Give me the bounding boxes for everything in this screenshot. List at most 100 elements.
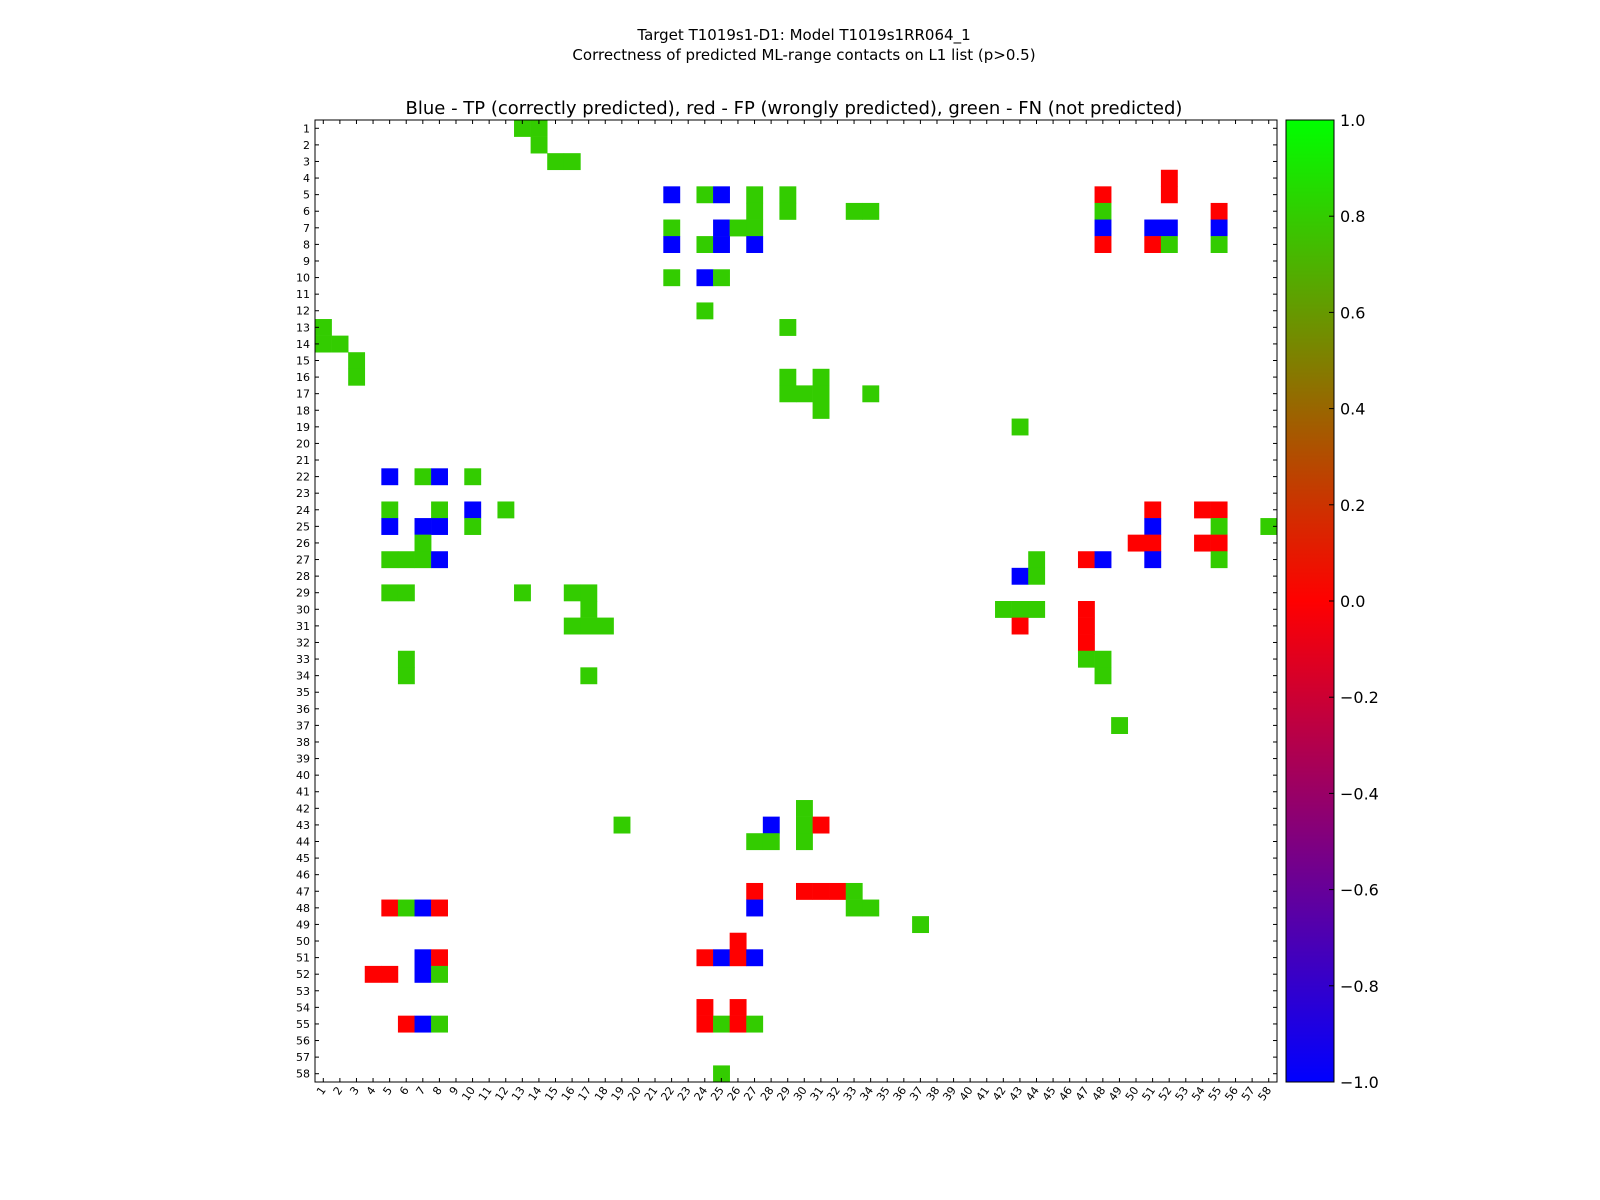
contact-cell-22-8	[663, 236, 681, 253]
chart-title: Blue - TP (correctly predicted), red - F…	[406, 98, 1183, 119]
y-tick-label-31: 31	[296, 620, 310, 633]
contact-cell-31-16	[812, 368, 830, 386]
y-tick-label-16: 16	[296, 371, 310, 384]
y-tick-label-51: 51	[296, 952, 310, 965]
x-tick-label-57: 57	[1239, 1084, 1258, 1103]
y-tick-label-34: 34	[296, 670, 310, 683]
x-tick-label-28: 28	[758, 1084, 777, 1103]
figure-suptitle-line2: Correctness of predicted ML-range contac…	[572, 46, 1035, 64]
contact-cell-51-27	[1144, 551, 1162, 569]
y-tick-label-15: 15	[296, 355, 310, 368]
contact-cell-25-51	[713, 949, 730, 967]
x-tick-label-34: 34	[857, 1084, 876, 1103]
contact-cell-55-7	[1210, 219, 1228, 237]
x-tick-label-33: 33	[841, 1084, 860, 1103]
contact-cell-47-31	[1077, 617, 1095, 635]
contact-cell-29-5	[779, 186, 797, 204]
x-tick-label-5: 5	[380, 1084, 395, 1097]
contact-cell-27-5	[746, 186, 764, 204]
contact-cell-13-29	[514, 584, 531, 602]
y-tick-label-41: 41	[296, 786, 310, 799]
contact-cell-30-47	[796, 882, 813, 900]
contact-cell-29-17	[779, 385, 797, 403]
contact-cell-25-55	[713, 1015, 730, 1033]
contact-cell-22-10	[663, 269, 681, 287]
contact-cell-43-28	[1011, 567, 1029, 585]
contact-cell-5-25	[381, 518, 399, 535]
y-tick-label-52: 52	[296, 968, 310, 981]
contact-cell-17-34	[580, 667, 598, 685]
contact-cell-51-8	[1144, 236, 1162, 253]
y-tick-label-53: 53	[296, 985, 310, 998]
contact-cell-8-51	[431, 949, 448, 967]
contact-cell-52-5	[1160, 186, 1178, 204]
contact-cell-3-16	[348, 368, 366, 386]
contact-cell-24-55	[696, 1015, 714, 1033]
contact-cell-33-48	[845, 899, 863, 917]
plot-frame	[314, 119, 1278, 1083]
contact-cell-7-27	[414, 551, 432, 569]
x-tick-label-26: 26	[725, 1084, 744, 1103]
y-tick-label-48: 48	[296, 902, 310, 915]
contact-cell-30-42	[796, 800, 813, 817]
contact-cell-10-25	[464, 518, 482, 535]
colorbar-ticks: 1.0 0.8 0.6 0.4 0.2 0.0 −0.2 −0.4 −0.6 −0.8 −1.0	[1329, 111, 1379, 1092]
contact-cell-51-24	[1144, 501, 1162, 519]
contact-cell-48-8	[1094, 236, 1112, 253]
y-tick-label-47: 47	[296, 885, 310, 898]
y-tick-label-2: 2	[303, 139, 310, 152]
x-tick-label-39: 39	[940, 1084, 959, 1103]
contact-cell-30-44	[796, 833, 813, 851]
y-tick-label-20: 20	[296, 437, 310, 450]
y-tick-label-42: 42	[296, 802, 310, 815]
y-tick-label-3: 3	[303, 155, 310, 168]
contact-cell-29-13	[779, 319, 797, 336]
y-tick-label-1: 1	[303, 122, 310, 135]
y-tick-label-44: 44	[296, 836, 310, 849]
contact-cell-10-22	[464, 468, 482, 486]
y-tick-label-18: 18	[296, 404, 310, 417]
y-tick-label-5: 5	[303, 189, 310, 202]
contact-cell-55-27	[1210, 551, 1228, 569]
x-tick-label-53: 53	[1173, 1084, 1192, 1103]
contact-cell-43-31	[1011, 617, 1029, 635]
contact-cell-25-7	[713, 219, 730, 237]
contact-cell-31-47	[812, 882, 830, 900]
contact-cell-44-30	[1028, 601, 1046, 618]
cbar-tick-label-3: 0.4	[1340, 400, 1365, 419]
contact-cell-18-31	[596, 617, 614, 635]
contact-cell-26-55	[729, 1015, 747, 1033]
contact-cell-26-51	[729, 949, 747, 967]
x-tick-label-14: 14	[526, 1084, 545, 1103]
x-tick-label-46: 46	[1056, 1084, 1075, 1103]
x-tick-label-16: 16	[559, 1084, 578, 1103]
y-tick-label-37: 37	[296, 719, 310, 732]
y-tick-label-25: 25	[296, 520, 310, 533]
x-tick-label-42: 42	[990, 1084, 1009, 1103]
contact-cell-27-55	[746, 1015, 764, 1033]
contact-cell-30-17	[796, 385, 813, 403]
contact-cell-37-49	[912, 916, 929, 934]
x-tick-label-25: 25	[708, 1084, 727, 1103]
contact-cell-7-25	[414, 518, 432, 535]
contact-cell-17-30	[580, 601, 598, 618]
contact-cell-4-52	[364, 965, 382, 983]
contact-cell-12-24	[497, 501, 515, 519]
contact-cell-22-5	[663, 186, 681, 204]
y-tick-label-28: 28	[296, 570, 310, 583]
x-tick-label-22: 22	[658, 1084, 677, 1103]
y-tick-label-45: 45	[296, 852, 310, 865]
contact-cell-8-25	[431, 518, 448, 535]
contact-cell-8-22	[431, 468, 448, 486]
x-tick-label-19: 19	[609, 1084, 628, 1103]
contact-cell-6-27	[397, 551, 415, 569]
y-tick-label-32: 32	[296, 636, 310, 649]
contact-cell-33-6	[845, 202, 863, 220]
contact-cell-34-17	[862, 385, 880, 403]
contact-cell-30-43	[796, 816, 813, 834]
y-tick-label-29: 29	[296, 587, 310, 600]
x-tick-label-54: 54	[1189, 1084, 1208, 1103]
y-tick-label-14: 14	[296, 338, 310, 351]
contact-cell-8-24	[431, 501, 448, 519]
contact-cells	[315, 120, 1278, 1083]
